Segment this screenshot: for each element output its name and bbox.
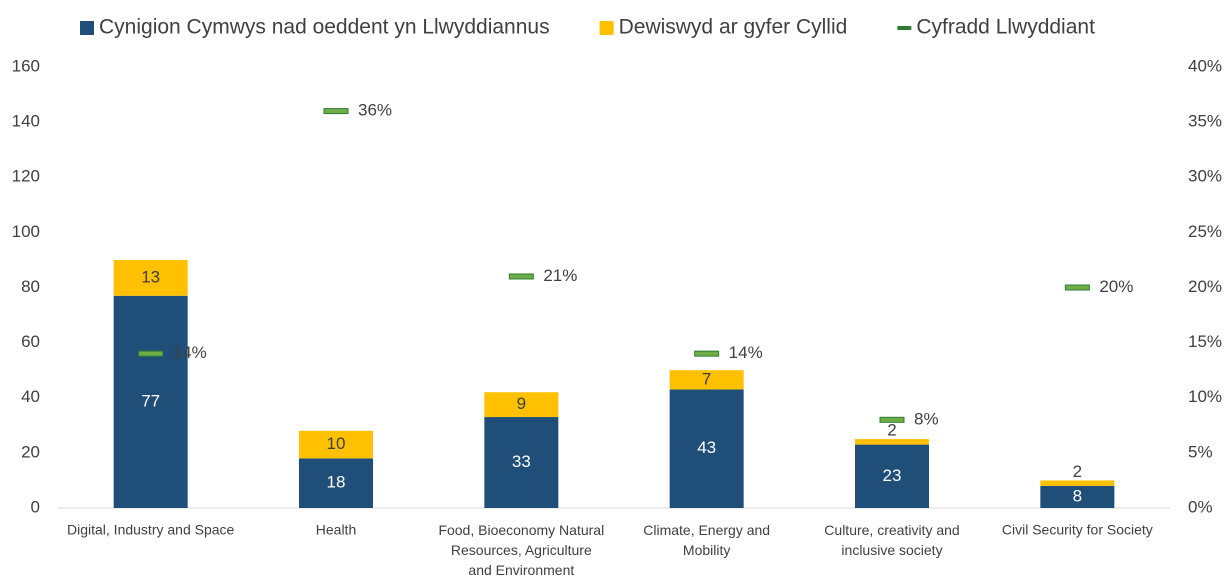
y-tick-label: 120 bbox=[12, 167, 40, 186]
legend-label: Cynigion Cymwys nad oeddent yn Llwyddian… bbox=[99, 16, 550, 39]
legend-label: Dewiswyd ar gyfer Cyllid bbox=[619, 16, 848, 39]
data-label: 18 bbox=[327, 473, 346, 492]
rate-marker bbox=[1064, 284, 1090, 291]
legend-swatch bbox=[80, 21, 94, 35]
y2-tick-label: 30% bbox=[1188, 167, 1222, 186]
bar-segment bbox=[855, 444, 929, 508]
rate-label: 21% bbox=[543, 266, 577, 285]
rate-marker bbox=[508, 273, 534, 280]
bar-segment bbox=[484, 417, 559, 508]
x-tick-label: Civil Security for Society bbox=[1002, 522, 1153, 538]
rate-label: 14% bbox=[729, 343, 763, 362]
rate-marker bbox=[323, 108, 349, 115]
bar-segment bbox=[1040, 480, 1115, 486]
legend-swatch bbox=[599, 21, 614, 35]
y2-tick-label: 5% bbox=[1188, 442, 1213, 461]
y-tick-label: 80 bbox=[21, 277, 40, 296]
x-tick-label: Climate, Energy and Mobility bbox=[643, 522, 770, 558]
y2-tick-label: 35% bbox=[1188, 112, 1222, 131]
y-tick-label: 0 bbox=[31, 497, 40, 516]
data-label: 9 bbox=[517, 394, 526, 413]
data-label: 23 bbox=[883, 466, 902, 485]
data-label: 43 bbox=[697, 438, 716, 457]
rate-label: 14% bbox=[173, 343, 207, 362]
x-tick-label: Health bbox=[316, 522, 356, 538]
y2-tick-label: 40% bbox=[1188, 56, 1222, 75]
bar-segment bbox=[855, 439, 929, 445]
data-label: 33 bbox=[512, 452, 531, 471]
rate-label: 36% bbox=[358, 101, 392, 120]
legend-swatch bbox=[897, 26, 912, 30]
x-tick-label: Culture, creativity and inclusive society bbox=[824, 522, 959, 558]
y2-tick-label: 10% bbox=[1188, 387, 1222, 406]
x-tick-label: Food, Bioeconomy Natural Resources, Agric… bbox=[438, 522, 604, 578]
y-tick-label: 160 bbox=[12, 56, 40, 75]
bar-segment bbox=[484, 392, 559, 418]
bar-segment bbox=[669, 389, 744, 508]
rate-label: 20% bbox=[1099, 277, 1133, 296]
bar-segment bbox=[669, 370, 744, 390]
x-tick-label: Digital, Industry and Space bbox=[67, 522, 235, 538]
y2-tick-label: 20% bbox=[1188, 277, 1222, 296]
rate-marker bbox=[694, 350, 720, 357]
bar-segment bbox=[299, 430, 373, 459]
y2-tick-label: 15% bbox=[1188, 332, 1222, 351]
data-label: 2 bbox=[887, 421, 896, 440]
data-label: 7 bbox=[702, 369, 711, 388]
data-label: 8 bbox=[1073, 486, 1082, 505]
legend-label: Cyfradd Llwyddiant bbox=[916, 16, 1095, 39]
data-label: 13 bbox=[141, 267, 160, 286]
y-tick-label: 140 bbox=[12, 112, 40, 131]
data-label: 2 bbox=[1073, 462, 1082, 481]
rate-label: 8% bbox=[914, 409, 939, 428]
y-tick-label: 100 bbox=[12, 222, 40, 241]
bar-segment bbox=[113, 295, 188, 508]
bar-segment bbox=[1040, 485, 1115, 508]
data-label: 10 bbox=[327, 434, 346, 453]
bar-segment bbox=[299, 458, 373, 508]
rate-marker bbox=[879, 416, 905, 423]
data-label: 77 bbox=[141, 391, 160, 410]
y-tick-label: 40 bbox=[21, 387, 40, 406]
bar-segment bbox=[113, 259, 188, 296]
y-tick-label: 20 bbox=[21, 442, 40, 461]
y2-tick-label: 25% bbox=[1188, 222, 1222, 241]
y2-tick-label: 0% bbox=[1188, 497, 1213, 516]
y-tick-label: 60 bbox=[21, 332, 40, 351]
rate-marker bbox=[138, 350, 164, 357]
